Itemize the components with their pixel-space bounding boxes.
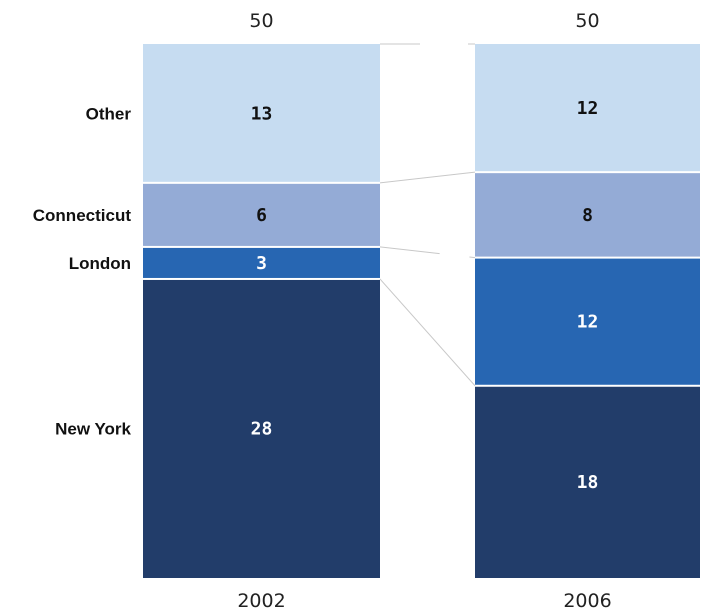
connector-line-new-york xyxy=(379,278,476,387)
value-label-2006-london: 12 xyxy=(577,312,599,333)
value-label-2002-other: 13 xyxy=(251,103,273,124)
value-label-2006-other: 12 xyxy=(577,98,599,119)
bar-2002-new-york xyxy=(143,279,380,578)
year-label-2002: 2002 xyxy=(237,590,285,612)
category-label-other: Other xyxy=(86,104,132,123)
category-label-connecticut: Connecticut xyxy=(33,206,132,225)
connector-line-connecticut xyxy=(379,171,476,184)
category-label-london: London xyxy=(69,254,131,273)
value-label-2006-new-york: 18 xyxy=(577,472,599,493)
bar-2006-connecticut xyxy=(475,173,700,257)
bar-2002-connecticut xyxy=(143,183,380,246)
connector-lines xyxy=(379,43,476,387)
chart-labels: 28 3 6 13 50 2002 18 12 8 12 50 2006 New York London C… xyxy=(33,10,612,612)
bar-2006-new-york xyxy=(475,386,700,578)
value-label-2002-london: 3 xyxy=(256,253,267,274)
category-label-new-york: New York xyxy=(55,419,131,438)
value-label-2002-new-york: 28 xyxy=(251,418,273,439)
bar-2006-london xyxy=(475,258,700,385)
connector-line-london xyxy=(379,246,476,259)
total-label-2002: 50 xyxy=(249,10,273,32)
bar-2002-other xyxy=(143,44,380,182)
value-label-2002-connecticut: 6 xyxy=(256,205,267,226)
year-label-2006: 2006 xyxy=(563,590,611,612)
bar-2006-other xyxy=(475,44,700,172)
bar-segments xyxy=(143,44,700,578)
total-label-2006: 50 xyxy=(575,10,599,32)
value-label-2006-connecticut: 8 xyxy=(582,205,593,226)
bar-2002-london xyxy=(143,247,380,278)
